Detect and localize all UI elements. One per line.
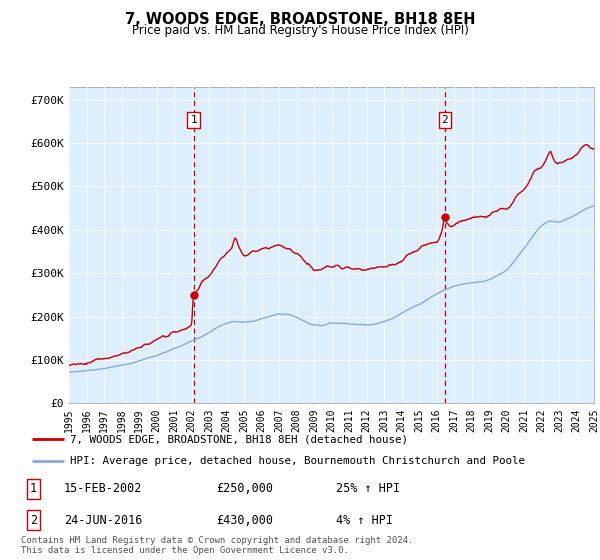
- Text: 15-FEB-2002: 15-FEB-2002: [64, 482, 142, 496]
- Text: 7, WOODS EDGE, BROADSTONE, BH18 8EH: 7, WOODS EDGE, BROADSTONE, BH18 8EH: [125, 12, 475, 27]
- Text: 4% ↑ HPI: 4% ↑ HPI: [336, 514, 393, 526]
- Text: 2: 2: [442, 115, 448, 125]
- Text: £250,000: £250,000: [216, 482, 273, 496]
- Text: 2: 2: [30, 514, 37, 526]
- Text: £430,000: £430,000: [216, 514, 273, 526]
- Text: 24-JUN-2016: 24-JUN-2016: [64, 514, 142, 526]
- Text: HPI: Average price, detached house, Bournemouth Christchurch and Poole: HPI: Average price, detached house, Bour…: [70, 456, 525, 466]
- Text: 25% ↑ HPI: 25% ↑ HPI: [336, 482, 400, 496]
- Text: 1: 1: [190, 115, 197, 125]
- Text: Price paid vs. HM Land Registry's House Price Index (HPI): Price paid vs. HM Land Registry's House …: [131, 24, 469, 36]
- Text: 7, WOODS EDGE, BROADSTONE, BH18 8EH (detached house): 7, WOODS EDGE, BROADSTONE, BH18 8EH (det…: [70, 434, 408, 444]
- Text: This data is licensed under the Open Government Licence v3.0.: This data is licensed under the Open Gov…: [21, 547, 349, 556]
- Text: Contains HM Land Registry data © Crown copyright and database right 2024.: Contains HM Land Registry data © Crown c…: [21, 536, 413, 545]
- Text: 1: 1: [30, 482, 37, 496]
